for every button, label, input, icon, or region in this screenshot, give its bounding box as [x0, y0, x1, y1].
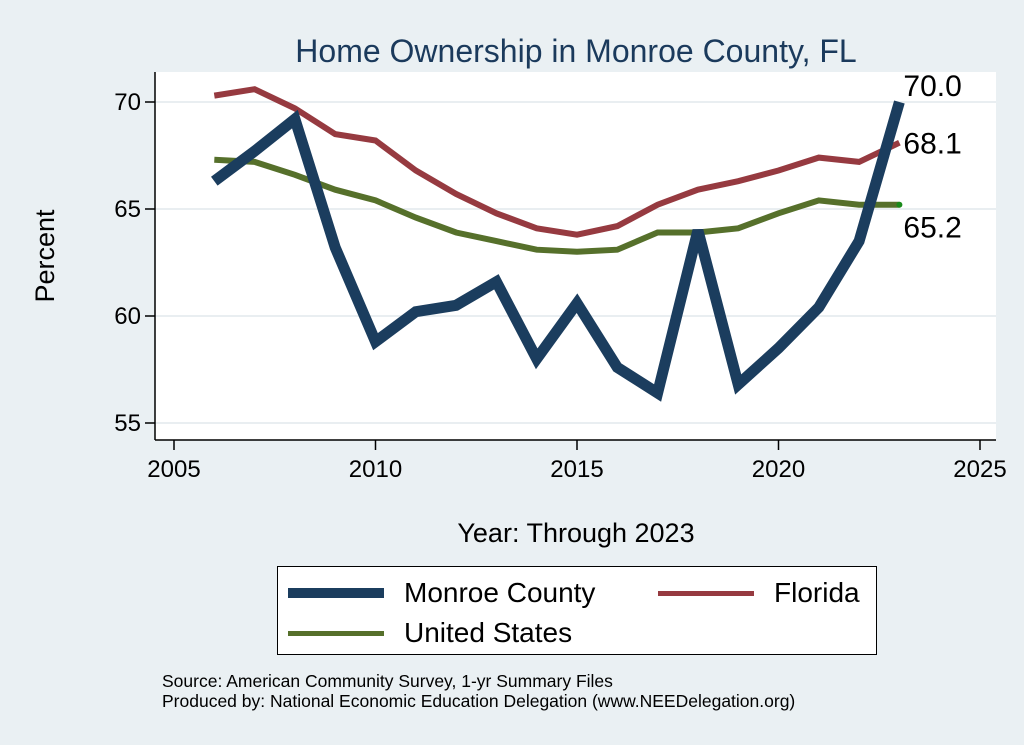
- series-line-monroe-county: [211, 100, 905, 402]
- legend-item-united-states: United States: [288, 617, 572, 649]
- end-label-united-states: 65.2: [903, 212, 961, 245]
- x-tick-label: 2005: [147, 456, 200, 483]
- legend-swatch-united-states: [288, 630, 384, 636]
- chart-title: Home Ownership in Monroe County, FL: [295, 33, 856, 69]
- x-axis-label: Year: Through 2023: [457, 518, 694, 548]
- legend-label-florida: Florida: [774, 577, 860, 608]
- producer-line: Produced by: National Economic Education…: [162, 691, 796, 711]
- source-line: Source: American Community Survey, 1-yr …: [162, 671, 613, 691]
- legend-item-monroe: Monroe County: [288, 577, 595, 609]
- y-tick-label: 60: [114, 303, 141, 330]
- legend-swatch-monroe: [288, 588, 384, 598]
- y-tick-label: 70: [114, 89, 141, 116]
- end-label-florida: 68.1: [903, 128, 961, 161]
- legend-item-florida: Florida: [658, 577, 860, 609]
- y-tick-label: 55: [114, 410, 141, 437]
- legend-swatch-florida: [658, 590, 754, 596]
- series-line-united-states: [214, 156, 900, 255]
- series-line-florida: [213, 86, 901, 238]
- source-note: Source: American Community Survey, 1-yr …: [162, 671, 795, 711]
- legend-label-united-states: United States: [404, 617, 573, 648]
- y-tick-label: 65: [114, 196, 141, 223]
- end-point-united-states: [896, 201, 903, 208]
- x-tick-label: 2020: [752, 456, 805, 483]
- x-tick-label: 2010: [349, 456, 402, 483]
- line-chart: Home Ownership in Monroe County, FL 55 60…: [30, 33, 1007, 548]
- end-label-monroe-county: 70.0: [903, 70, 961, 103]
- x-tick-label: 2025: [953, 456, 1006, 483]
- y-axis-label: Percent: [30, 209, 60, 303]
- legend-label-monroe: Monroe County: [404, 577, 596, 608]
- x-tick-label: 2015: [550, 456, 603, 483]
- legend: Monroe County Florida United States: [277, 566, 877, 655]
